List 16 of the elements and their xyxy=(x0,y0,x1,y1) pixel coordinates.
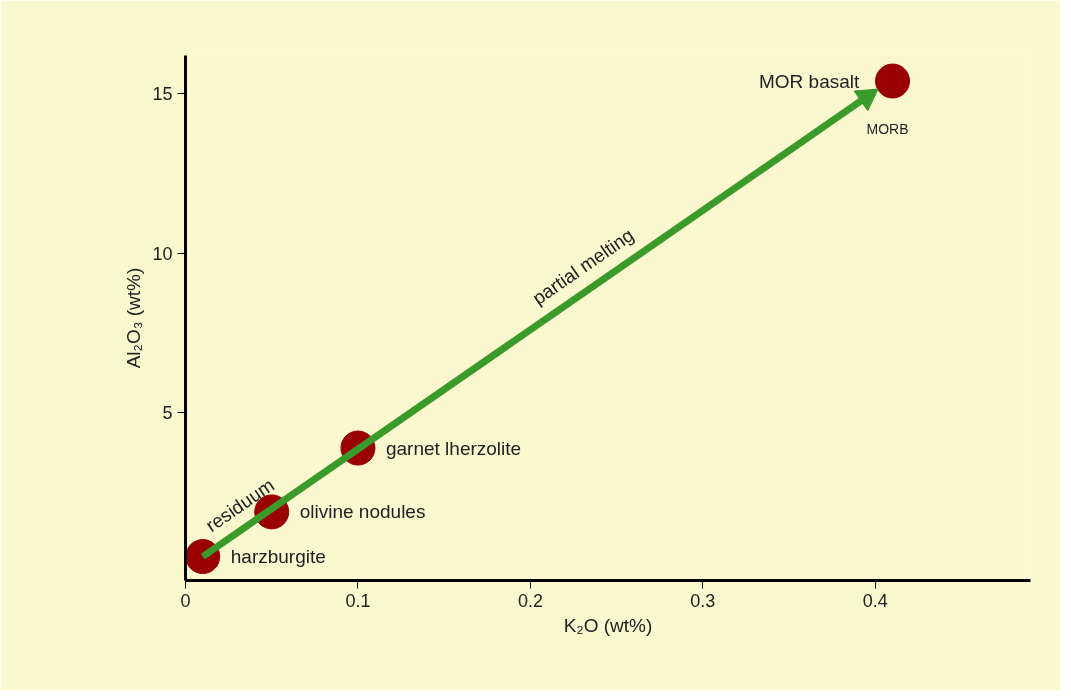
x-tick-label: 0.3 xyxy=(690,590,716,611)
x-axis-title: K₂O (wt%) xyxy=(563,614,653,636)
annotation: olivine nodules xyxy=(299,501,426,523)
x-tick-label: 0.2 xyxy=(517,590,543,611)
y-tick-label: 10 xyxy=(152,243,173,264)
y-axis-title: Al₂O₃ (wt%) xyxy=(123,267,145,369)
annotation: MORB xyxy=(866,121,909,138)
annotation: harzburgite xyxy=(230,546,326,568)
y-tick-label: 15 xyxy=(152,84,173,105)
x-tick-label: 0.4 xyxy=(862,590,888,611)
x-tick-label: 0.1 xyxy=(345,590,371,611)
point xyxy=(875,63,911,99)
annotation: MOR basalt xyxy=(758,70,860,92)
annotation: garnet lherzolite xyxy=(385,437,522,459)
y-tick-label: 5 xyxy=(162,403,173,424)
x-tick-label: 0 xyxy=(180,590,191,611)
